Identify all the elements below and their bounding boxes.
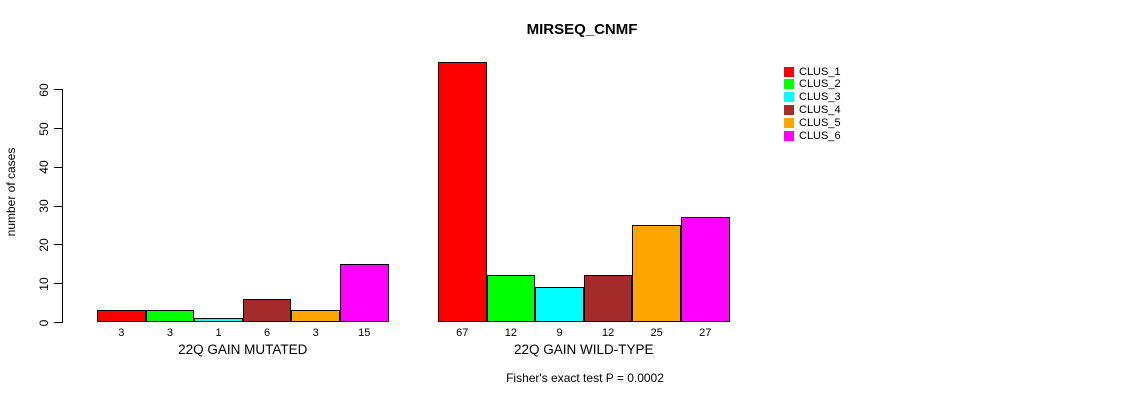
bar-value-label: 3 <box>312 327 319 339</box>
bar-value-label: 1 <box>215 327 222 339</box>
bar-clus_5 <box>632 225 681 322</box>
y-axis-label: number of cases <box>4 147 18 237</box>
y-axis-line <box>62 89 63 323</box>
bar-clus_5 <box>291 310 340 322</box>
y-axis-tick-label: 30 <box>37 199 51 213</box>
legend-label: CLUS_6 <box>799 130 841 142</box>
legend-swatch-icon <box>784 79 794 90</box>
legend-item-clus_5: CLUS_5 <box>784 117 841 130</box>
bar-value-label: 27 <box>699 327 712 339</box>
bar-clus_6 <box>340 264 389 322</box>
y-axis-tick-label: 10 <box>37 277 51 291</box>
bar-value-label: 12 <box>601 327 615 339</box>
group-label: 22Q GAIN MUTATED <box>178 342 308 357</box>
y-axis-tick <box>54 283 62 285</box>
legend-item-clus_4: CLUS_4 <box>784 104 841 117</box>
legend-label: CLUS_2 <box>799 78 841 91</box>
y-axis-tick <box>54 322 62 323</box>
legend-swatch-icon <box>784 92 794 103</box>
y-axis-tick-label: 40 <box>37 160 51 174</box>
legend-swatch-icon <box>784 131 794 141</box>
legend-item-clus_3: CLUS_3 <box>784 91 841 104</box>
bar-value-label: 67 <box>456 327 469 339</box>
y-axis-tick <box>54 166 62 168</box>
bar-clus_4 <box>242 299 292 322</box>
fisher-test-annotation: Fisher's exact test P = 0.0002 <box>506 371 664 385</box>
legend-label: CLUS_3 <box>799 91 841 104</box>
bar-value-label: 9 <box>556 327 563 339</box>
bar-clus_2 <box>486 275 536 322</box>
y-axis-tick <box>54 205 62 207</box>
chart-title: MIRSEQ_CNMF <box>526 21 638 38</box>
y-axis-tick-label: 0 <box>37 319 51 326</box>
legend-label: CLUS_1 <box>799 65 841 78</box>
legend-item-clus_6: CLUS_6 <box>784 130 841 142</box>
y-axis-tick <box>54 89 62 91</box>
y-axis-tick <box>54 244 62 246</box>
bar-value-label: 6 <box>264 327 271 339</box>
bar-clus_3 <box>535 287 584 322</box>
y-axis-tick <box>54 128 62 129</box>
bar-clus_3 <box>194 318 243 322</box>
bar-clus_2 <box>145 310 195 322</box>
bar-clus_1 <box>97 310 146 322</box>
bar-value-label: 3 <box>166 327 173 339</box>
legend-item-clus_1: CLUS_1 <box>784 65 841 78</box>
bar-value-label: 25 <box>650 327 663 339</box>
group-label: 22Q GAIN WILD-TYPE <box>514 342 654 357</box>
legend-swatch-icon <box>784 66 794 77</box>
bar-clus_1 <box>438 62 487 322</box>
legend-swatch-icon <box>784 105 794 116</box>
bar-value-label: 3 <box>118 327 125 339</box>
legend-label: CLUS_5 <box>799 117 841 130</box>
y-axis-tick-label: 20 <box>37 238 51 252</box>
bar-value-label: 12 <box>504 327 518 339</box>
y-axis-tick-label: 60 <box>37 83 51 97</box>
bar-value-label: 15 <box>358 327 371 339</box>
y-axis-tick-label: 50 <box>37 121 51 136</box>
bar-clus_6 <box>681 217 730 322</box>
legend-swatch-icon <box>784 118 794 129</box>
legend-item-clus_2: CLUS_2 <box>784 78 841 91</box>
legend-label: CLUS_4 <box>799 104 841 117</box>
bar-clus_4 <box>583 275 633 322</box>
